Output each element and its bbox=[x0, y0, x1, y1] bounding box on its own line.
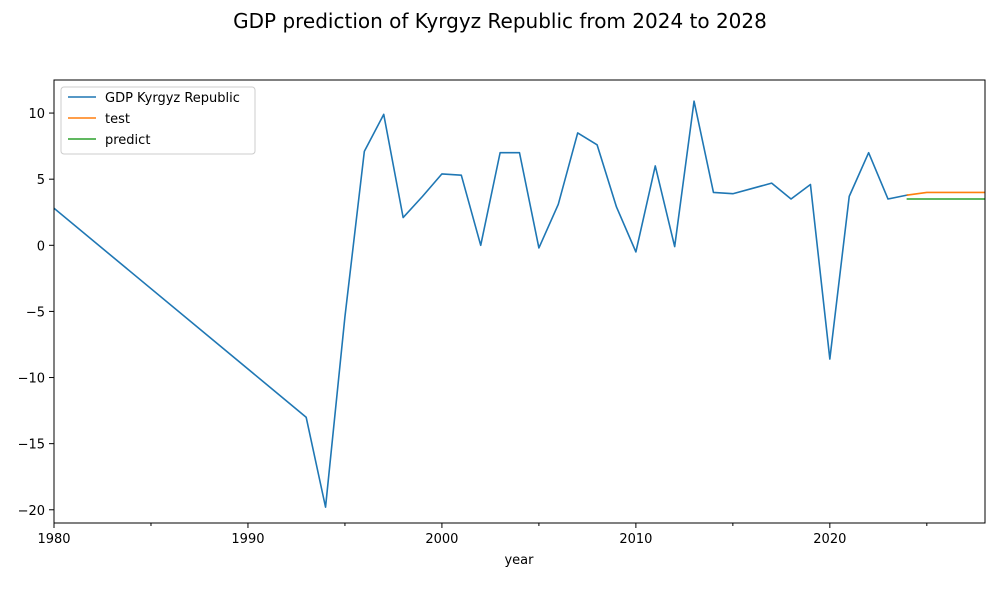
chart-title: GDP prediction of Kyrgyz Republic from 2… bbox=[233, 9, 767, 33]
series-layer bbox=[54, 100, 985, 508]
y-axis-ticks: −20 −15 −10 −5 0 5 10 bbox=[18, 107, 54, 519]
legend-label: test bbox=[105, 112, 130, 127]
y-tick-label: 10 bbox=[28, 107, 45, 122]
legend: GDP Kyrgyz Republic test predict bbox=[60, 86, 256, 155]
x-tick-label: 1990 bbox=[231, 532, 264, 547]
x-tick-label: 1980 bbox=[37, 532, 70, 547]
x-axis-ticks: 1980 1990 2000 2010 2020 bbox=[37, 523, 928, 547]
y-tick-label: 5 bbox=[37, 173, 45, 188]
y-tick-label: 0 bbox=[37, 239, 45, 254]
plot-area-frame bbox=[53, 79, 986, 524]
y-tick-label: −10 bbox=[18, 372, 45, 387]
legend-label: predict bbox=[105, 133, 150, 148]
x-axis-label: year bbox=[504, 553, 534, 568]
x-tick-label: 2000 bbox=[425, 532, 458, 547]
x-tick-label: 2020 bbox=[813, 532, 846, 547]
legend-box bbox=[60, 86, 256, 155]
x-tick-label: 2010 bbox=[619, 532, 652, 547]
y-tick-label: −5 bbox=[26, 305, 45, 320]
y-tick-label: −20 bbox=[18, 504, 45, 519]
legend-entries: GDP Kyrgyz Republic test predict bbox=[68, 91, 240, 148]
y-tick-label: −15 bbox=[18, 438, 45, 453]
series-line-gdp-kyrgyz-republic bbox=[54, 100, 909, 508]
series-line-test bbox=[906, 191, 985, 196]
legend-label: GDP Kyrgyz Republic bbox=[105, 91, 240, 106]
